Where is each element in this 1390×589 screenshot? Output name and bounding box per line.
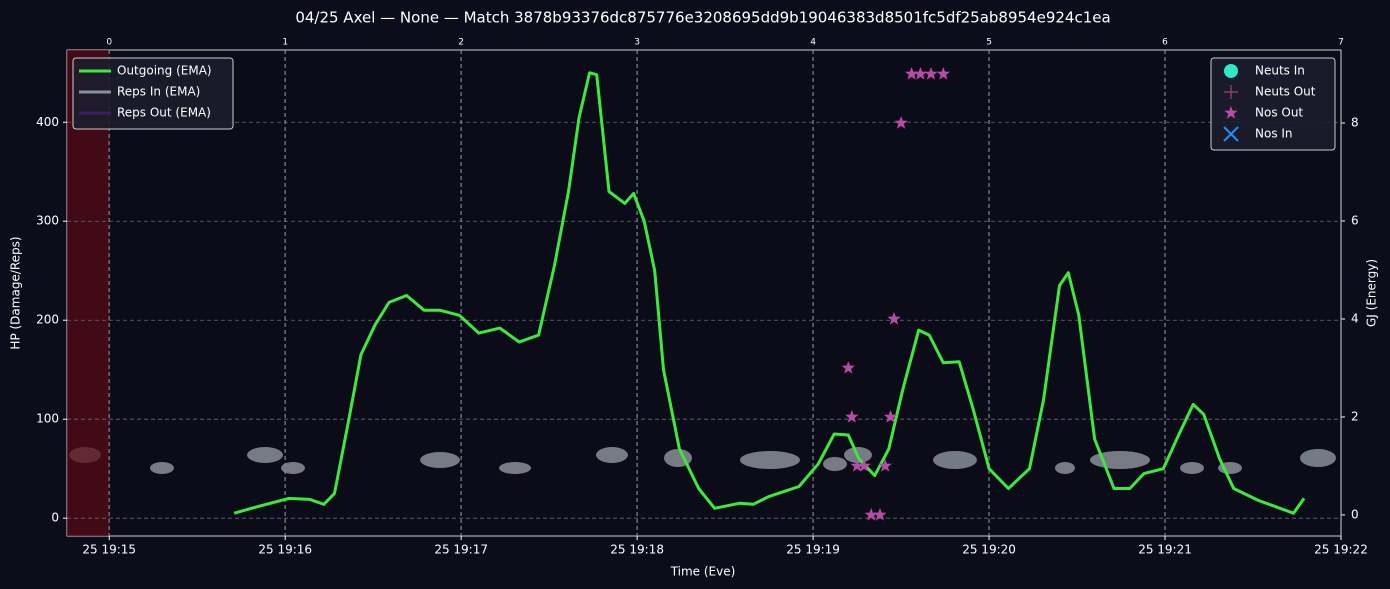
legend-box	[1210, 57, 1336, 151]
y2-tick-label: 2	[1351, 409, 1359, 423]
x-tick-label: 25 19:21	[1138, 543, 1192, 557]
x-tick-label: 25 19:20	[962, 543, 1016, 557]
chart-title: 04/25 Axel — None — Match 3878b93376dc87…	[295, 9, 1110, 27]
marker	[1224, 85, 1238, 99]
ship-icons	[69, 447, 1336, 474]
x2-tick-label: 2	[458, 38, 464, 48]
legend: Outgoing (EMA) Reps In (EMA) Reps Out (EMA…	[72, 57, 234, 130]
legend-label: Nos Out	[1255, 106, 1303, 120]
marker	[1224, 106, 1238, 119]
marker	[873, 507, 887, 521]
y2-tick-label: 0	[1351, 507, 1359, 521]
y-tick-label: 200	[36, 313, 59, 327]
y-tick-label: 100	[36, 412, 59, 426]
x2-tick-label: 4	[810, 38, 816, 48]
line-series	[233, 71, 1306, 515]
shaded-span	[67, 50, 110, 536]
y2-tick-label: 6	[1351, 213, 1359, 227]
marker	[887, 312, 901, 325]
x2-tick-label: 3	[634, 38, 640, 48]
marker	[913, 67, 928, 80]
legend-label: Nos In	[1255, 127, 1293, 141]
legend-label: Neuts In	[1255, 64, 1305, 78]
x2-tick-label: 1	[282, 38, 288, 48]
legend-label: Reps In (EMA)	[117, 85, 200, 99]
marker	[845, 409, 859, 423]
marker	[841, 361, 855, 374]
x2-tick-label: 5	[986, 38, 992, 48]
y-tick-label: 400	[36, 115, 59, 129]
x-tick-label: 25 19:22	[1314, 543, 1368, 557]
y-tick-label: 0	[51, 511, 59, 525]
marker	[864, 507, 878, 521]
legend-label: Reps Out (EMA)	[117, 106, 211, 120]
y2-tick-label: 8	[1351, 115, 1359, 129]
y2-tick-label: 4	[1351, 311, 1359, 325]
marker	[905, 67, 919, 80]
x-tick-label: 25 19:15	[82, 543, 136, 557]
x-tick-label: 25 19:19	[786, 543, 840, 557]
marker	[883, 409, 898, 423]
x-tick-label: 25 19:16	[258, 543, 312, 557]
marker	[1224, 64, 1238, 78]
marker	[936, 67, 950, 80]
legend-label: Outgoing (EMA)	[117, 64, 212, 78]
y-tick-label: 300	[36, 214, 59, 228]
x-axis-label: Time (Eve)	[670, 565, 736, 579]
marker	[924, 67, 938, 80]
x-tick-label: 25 19:18	[610, 543, 664, 557]
marker	[1223, 126, 1239, 142]
marker	[857, 458, 871, 472]
x-tick-label: 25 19:17	[434, 543, 488, 557]
legend: Neuts In Neuts Out Nos Out Nos In	[1210, 57, 1336, 151]
legend-label: Neuts Out	[1255, 85, 1316, 99]
x2-tick-label: 6	[1162, 38, 1168, 48]
legend-box	[72, 57, 234, 130]
plot-area	[66, 49, 1342, 537]
x2-tick-label: 0	[106, 38, 112, 48]
y2-axis-label: GJ (Energy)	[1365, 259, 1379, 327]
marker	[894, 116, 908, 129]
marker	[850, 458, 864, 472]
y-axis-label: HP (Damage/Reps)	[9, 236, 23, 349]
marker	[878, 458, 892, 472]
x2-tick-label: 7	[1338, 38, 1344, 48]
